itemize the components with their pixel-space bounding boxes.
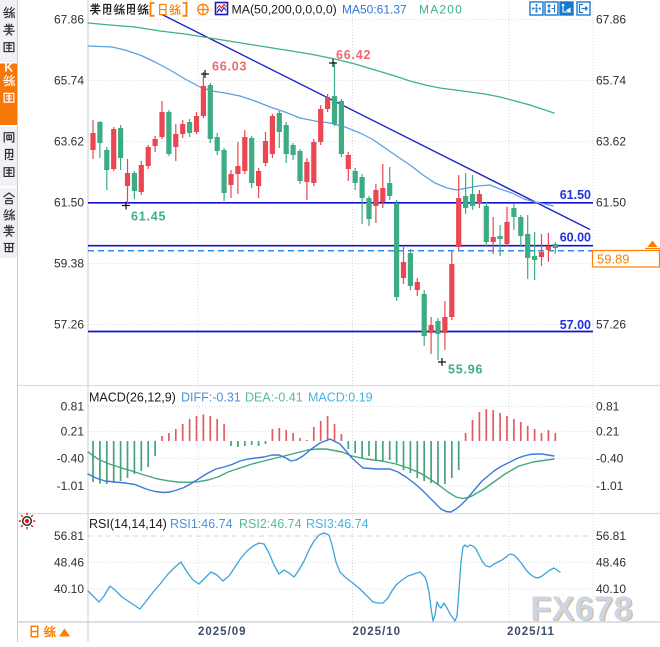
svg-text:66.42: 66.42 xyxy=(336,48,371,62)
svg-text:48.46: 48.46 xyxy=(596,556,626,570)
svg-text:61.50: 61.50 xyxy=(560,188,591,202)
svg-text:63.62: 63.62 xyxy=(54,135,84,149)
svg-text:65.74: 65.74 xyxy=(596,74,626,88)
svg-text:DEA:-0.41: DEA:-0.41 xyxy=(245,391,303,405)
svg-text:MA50:61.37: MA50:61.37 xyxy=(342,3,407,17)
svg-text:-1.01: -1.01 xyxy=(596,479,624,493)
svg-text:RSI1:46.74: RSI1:46.74 xyxy=(170,517,233,531)
svg-text:0.81: 0.81 xyxy=(61,400,85,414)
svg-text:61.45: 61.45 xyxy=(131,210,166,224)
svg-text:61.50: 61.50 xyxy=(54,196,84,210)
svg-text:MACD:0.19: MACD:0.19 xyxy=(308,391,373,405)
svg-text:56.81: 56.81 xyxy=(596,529,626,543)
svg-text:-1.01: -1.01 xyxy=(57,479,85,493)
svg-text:-0.40: -0.40 xyxy=(57,451,85,465)
svg-text:57.26: 57.26 xyxy=(54,318,84,332)
svg-text:FX678: FX678 xyxy=(532,591,635,629)
svg-text:67.86: 67.86 xyxy=(596,13,626,27)
svg-text:RSI2:46.74: RSI2:46.74 xyxy=(239,517,302,531)
svg-text:61.50: 61.50 xyxy=(596,196,626,210)
svg-text:MACD(26,12,9): MACD(26,12,9) xyxy=(89,391,176,405)
svg-text:56.81: 56.81 xyxy=(54,529,84,543)
svg-text:59.89: 59.89 xyxy=(597,252,630,267)
svg-text:65.74: 65.74 xyxy=(54,74,84,88)
svg-text:2025/11: 2025/11 xyxy=(507,626,555,638)
svg-text:2025/10: 2025/10 xyxy=(353,626,402,638)
svg-text:K: K xyxy=(4,61,13,75)
svg-text:66.03: 66.03 xyxy=(212,60,247,74)
svg-text:60.00: 60.00 xyxy=(560,231,591,245)
svg-text:63.62: 63.62 xyxy=(596,135,626,149)
svg-text:40.10: 40.10 xyxy=(54,582,84,596)
svg-text:40.10: 40.10 xyxy=(596,582,626,596)
svg-text:0.81: 0.81 xyxy=(596,400,620,414)
svg-text:67.86: 67.86 xyxy=(54,13,84,27)
svg-text:0.21: 0.21 xyxy=(596,425,620,439)
svg-text:48.46: 48.46 xyxy=(54,556,84,570)
svg-text:0.21: 0.21 xyxy=(61,425,85,439)
svg-text:57.26: 57.26 xyxy=(596,318,626,332)
svg-text:RSI(14,14,14): RSI(14,14,14) xyxy=(89,517,167,531)
svg-text:DIFF:-0.31: DIFF:-0.31 xyxy=(181,391,241,405)
svg-text:59.38: 59.38 xyxy=(54,257,84,271)
svg-text:MA(50,200,0,0,0,0): MA(50,200,0,0,0,0) xyxy=(232,3,337,17)
svg-text:MA200: MA200 xyxy=(419,3,463,17)
svg-text:RSI3:46.74: RSI3:46.74 xyxy=(306,517,369,531)
svg-text:-0.40: -0.40 xyxy=(596,451,624,465)
svg-text:2025/09: 2025/09 xyxy=(198,626,247,638)
svg-text:57.00: 57.00 xyxy=(560,318,591,332)
svg-text:55.96: 55.96 xyxy=(448,363,483,377)
